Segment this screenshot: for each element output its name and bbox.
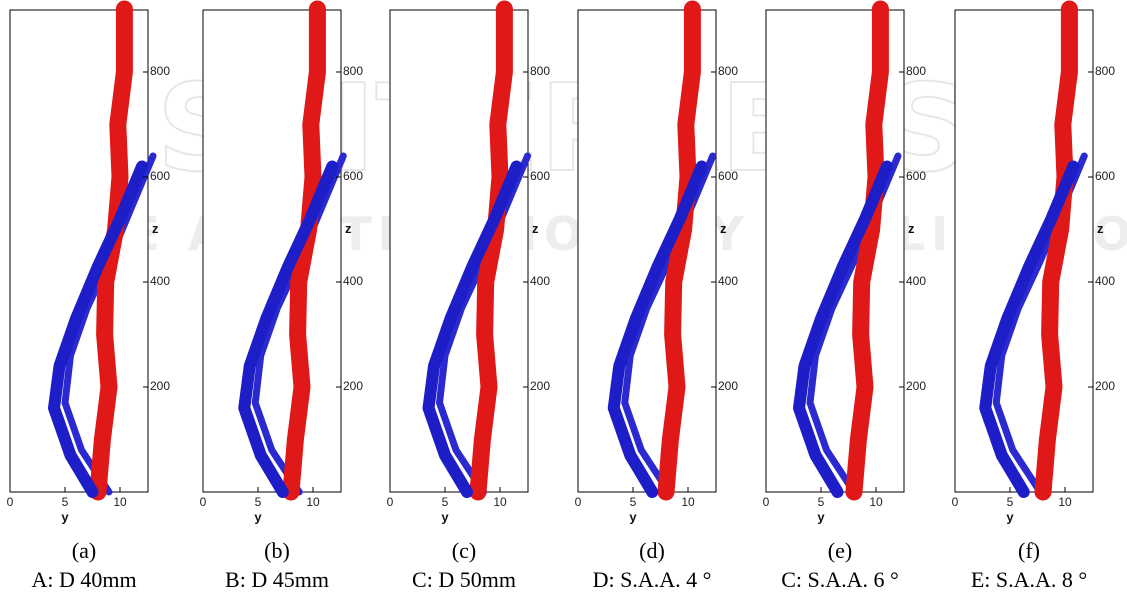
x-tick-label: 5 [62,495,69,509]
z-tick-label: 400 [718,274,738,288]
z-tick-label: 400 [150,274,170,288]
x-axis-label: y [254,509,262,524]
vortex-red [282,0,326,501]
z-axis-label: z [720,221,727,236]
panel: 0 5 10 y 200 400 600 800 z (c) C: D 50mm [387,0,550,592]
vortex-red [845,0,889,501]
z-tick-label: 200 [150,379,170,393]
x-axis-label: y [61,509,69,524]
watermark-sub: SCIENCE AND TECHNOLOGY PUBLICATIONS [0,207,1127,261]
z-tick-label: 800 [343,64,363,78]
z-tick-label: 400 [906,274,926,288]
z-tick-label: 400 [343,274,363,288]
z-tick-label: 200 [343,379,363,393]
x-tick-label: 0 [763,495,770,509]
x-tick-label: 5 [818,495,825,509]
x-tick-label: 5 [630,495,637,509]
panel-label: (b) [264,538,290,563]
z-tick-label: 800 [530,64,550,78]
panel-label: (a) [72,538,96,563]
vortex-red [89,0,133,501]
z-axis-label: z [1097,221,1104,236]
x-tick-label: 10 [306,495,320,509]
panel: 0 5 10 y 200 400 600 800 z (e) C: S.A.A. 6 ° [763,0,926,592]
panel: 0 5 10 y 200 400 600 800 z (f) E: S.A.A. 8 ° [952,0,1115,592]
x-tick-label: 0 [952,495,959,509]
z-axis-label: z [345,221,352,236]
x-tick-label: 10 [1058,495,1072,509]
x-tick-label: 10 [681,495,695,509]
vortex-blue [793,160,893,498]
vortex-blue [48,160,148,498]
panel-label: (e) [828,538,852,563]
vortex-blue [422,160,523,498]
x-axis-label: y [441,509,449,524]
panel-caption: C: S.A.A. 6 ° [781,567,899,592]
panel-caption: B: D 45mm [225,567,329,592]
panel-caption: A: D 40mm [31,567,136,592]
z-tick-label: 800 [906,64,926,78]
vortex-red [469,0,513,501]
z-tick-label: 200 [1095,379,1115,393]
x-axis-label: y [629,509,637,524]
z-axis-label: z [532,221,539,236]
x-tick-label: 5 [1007,495,1014,509]
x-tick-label: 5 [442,495,449,509]
z-tick-label: 600 [150,169,170,183]
x-tick-label: 10 [869,495,883,509]
vortex-red [1034,0,1078,501]
z-axis-label: z [152,221,159,236]
z-tick-label: 800 [150,64,170,78]
z-tick-label: 200 [718,379,738,393]
vortex-blue [979,160,1080,498]
panel: 0 5 10 y 200 400 600 800 z (b) B: D 45mm [200,0,363,592]
panel-caption: C: D 50mm [412,567,516,592]
z-tick-label: 600 [718,169,738,183]
x-tick-label: 0 [575,495,582,509]
z-tick-label: 800 [1095,64,1115,78]
x-tick-label: 0 [200,495,207,509]
panel-caption: E: S.A.A. 8 ° [971,567,1087,592]
panel-label: (c) [452,538,476,563]
x-tick-label: 0 [387,495,394,509]
z-tick-label: 600 [530,169,550,183]
z-tick-label: 400 [530,274,550,288]
z-tick-label: 200 [906,379,926,393]
z-axis-label: z [908,221,915,236]
z-tick-label: 600 [906,169,926,183]
panel-label: (d) [639,538,665,563]
z-tick-label: 600 [1095,169,1115,183]
x-tick-label: 10 [493,495,507,509]
panel: 0 5 10 y 200 400 600 800 z (a) A: D 40mm [7,0,170,592]
x-tick-label: 0 [7,495,14,509]
x-axis-label: y [817,509,825,524]
z-tick-label: 200 [530,379,550,393]
panel-label: (f) [1018,538,1040,563]
panel-caption: D: S.A.A. 4 ° [593,567,712,592]
vortex-blue [238,160,339,498]
z-tick-label: 600 [343,169,363,183]
vortex-red [657,0,701,501]
vortex-blue [607,160,708,498]
z-tick-label: 400 [1095,274,1115,288]
x-axis-label: y [1006,509,1014,524]
x-tick-label: 10 [113,495,127,509]
z-tick-label: 800 [718,64,738,78]
vortex-blue [61,152,157,496]
panel: 0 5 10 y 200 400 600 800 z (d) D: S.A.A. 4 ° [575,0,738,592]
x-tick-label: 5 [255,495,262,509]
